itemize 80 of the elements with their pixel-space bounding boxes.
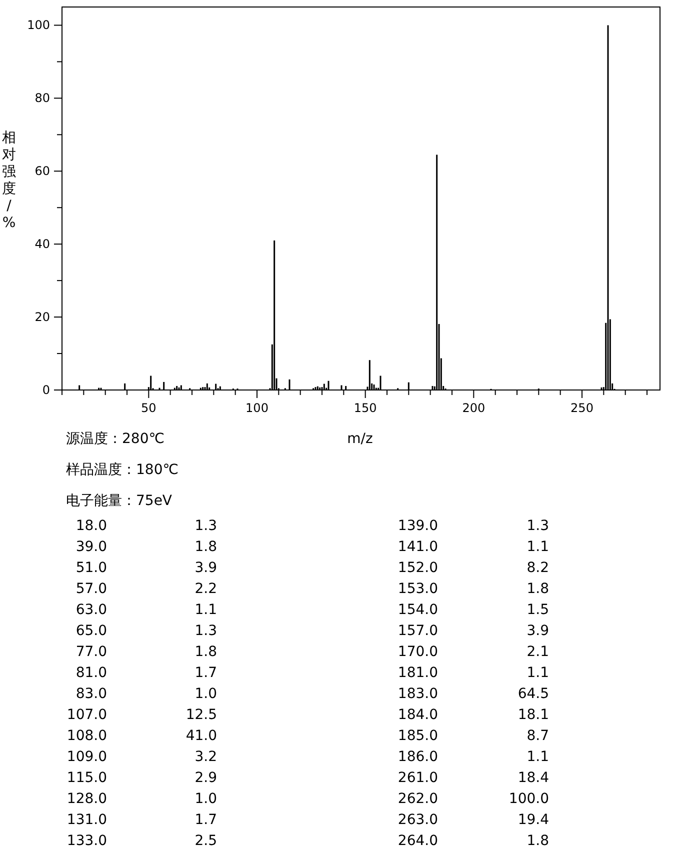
- text: 264.0: [398, 833, 438, 849]
- text: 1.8: [194, 539, 217, 555]
- text: 3.9: [194, 560, 217, 576]
- text: 181.0: [398, 665, 438, 681]
- text: 1.0: [194, 791, 217, 807]
- text: 153.0: [398, 581, 438, 597]
- text: 源温度：280℃: [66, 431, 164, 447]
- text: 1.8: [526, 581, 549, 597]
- text: 2.2: [194, 581, 217, 597]
- text: 131.0: [66, 812, 107, 828]
- text: 141.0: [398, 539, 438, 555]
- text: 64.5: [518, 686, 549, 702]
- text: 2.5: [194, 833, 217, 849]
- text: 170.0: [398, 644, 438, 660]
- text: 1.8: [526, 833, 549, 849]
- text: 39.0: [76, 539, 107, 555]
- text: 1.1: [526, 665, 549, 681]
- text: 262.0: [398, 791, 438, 807]
- text: 电子能量：75eV: [66, 493, 172, 509]
- x-tick-label: 200: [462, 401, 486, 415]
- text: 186.0: [398, 749, 438, 765]
- text: 18.0: [76, 518, 107, 534]
- text: 77.0: [76, 644, 107, 660]
- text: 1.3: [526, 518, 549, 534]
- text: 184.0: [398, 707, 438, 723]
- text: 261.0: [398, 770, 438, 786]
- y-tick-label: 20: [34, 310, 50, 324]
- text: 1.3: [194, 518, 217, 534]
- text: 83.0: [76, 686, 107, 702]
- text: 样品温度：180℃: [66, 462, 178, 478]
- text: 1.0: [194, 686, 217, 702]
- text: 1.1: [194, 602, 217, 618]
- y-tick-label: 100: [27, 18, 50, 32]
- text: 81.0: [76, 665, 107, 681]
- text: 3.2: [194, 749, 217, 765]
- text: 139.0: [398, 518, 438, 534]
- text: 19.4: [518, 812, 550, 828]
- text: 1.1: [526, 539, 549, 555]
- y-tick-label: 40: [34, 237, 50, 252]
- text: 185.0: [398, 728, 438, 744]
- text: 108.0: [66, 728, 107, 744]
- text: 107.0: [66, 707, 107, 723]
- text: 183.0: [398, 686, 438, 702]
- y-axis-title: 相对强度/%: [2, 130, 16, 231]
- text: 133.0: [66, 833, 107, 849]
- y-tick-label: 80: [34, 91, 50, 106]
- text: 1.7: [194, 665, 217, 681]
- text: 8.7: [526, 728, 549, 744]
- text: 1.5: [526, 602, 549, 618]
- text: 63.0: [76, 602, 107, 618]
- text: 2.9: [194, 770, 217, 786]
- text: 1.3: [194, 623, 217, 639]
- text: 3.9: [526, 623, 549, 639]
- text: 115.0: [66, 770, 107, 786]
- y-tick-label: 0: [42, 383, 50, 397]
- text: 157.0: [398, 623, 438, 639]
- text: 100.0: [508, 791, 549, 807]
- text: 57.0: [76, 581, 107, 597]
- x-tick-label: 100: [246, 401, 268, 415]
- text: 51.0: [76, 560, 107, 576]
- text: 18.4: [518, 770, 550, 786]
- text: 109.0: [66, 749, 107, 765]
- text: 128.0: [66, 791, 107, 807]
- text: 1.8: [194, 644, 217, 660]
- x-tick-label: 150: [354, 401, 377, 415]
- text: 8.2: [526, 560, 549, 576]
- x-tick-label: 250: [570, 401, 594, 415]
- text: 1.7: [194, 812, 217, 828]
- text: 152.0: [398, 560, 438, 576]
- text: 154.0: [398, 602, 438, 618]
- y-tick-label: 60: [34, 164, 50, 178]
- text: 1.1: [526, 749, 549, 765]
- text: 12.5: [186, 707, 217, 723]
- text: 2.1: [526, 644, 549, 660]
- text: 41.0: [186, 728, 217, 744]
- text: 18.1: [518, 707, 549, 723]
- x-axis-title: m/z: [347, 431, 373, 447]
- text: 65.0: [76, 623, 107, 639]
- text: 263.0: [398, 812, 438, 828]
- x-tick-label: 50: [141, 401, 156, 415]
